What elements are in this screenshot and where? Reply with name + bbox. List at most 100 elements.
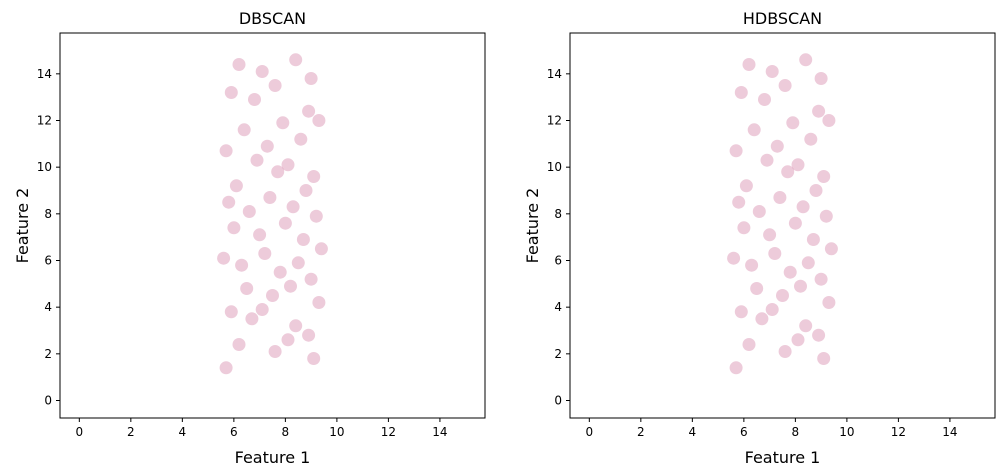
data-point — [788, 216, 802, 230]
data-point — [237, 123, 251, 137]
chart-title: DBSCAN — [239, 9, 306, 28]
data-point — [786, 116, 800, 130]
data-point — [296, 233, 310, 246]
y-tick-label: 0 — [554, 394, 562, 408]
data-point — [273, 265, 287, 279]
y-tick-label: 10 — [547, 160, 562, 174]
data-point — [299, 184, 313, 197]
data-point — [765, 65, 779, 78]
data-point — [814, 72, 828, 85]
points-layer — [727, 53, 838, 375]
y-tick-label: 4 — [554, 300, 562, 314]
data-point — [255, 65, 269, 78]
data-point — [229, 179, 243, 193]
data-point — [289, 319, 303, 333]
data-point — [276, 116, 290, 130]
data-point — [750, 282, 764, 295]
x-tick-label: 8 — [282, 425, 290, 439]
data-point — [727, 251, 741, 265]
y-tick-label: 12 — [547, 114, 562, 128]
y-tick-label: 0 — [44, 394, 52, 408]
data-point — [739, 179, 753, 193]
y-tick-label: 14 — [37, 67, 52, 81]
x-tick-label: 14 — [432, 425, 447, 439]
data-point — [286, 200, 300, 214]
data-point — [799, 53, 813, 67]
data-point — [224, 305, 238, 319]
data-point — [822, 296, 836, 309]
data-point — [747, 123, 761, 137]
data-point — [778, 79, 792, 92]
data-point — [232, 58, 246, 71]
data-point — [278, 216, 292, 230]
y-tick-label: 2 — [554, 347, 562, 361]
hdbscan-panel: HDBSCAN 0 2 4 6 8 10 12 14 0 2 4 6 8 10 12 14 Feature 1… — [523, 9, 996, 467]
x-axis-label: Feature 1 — [745, 448, 821, 467]
data-point — [240, 282, 254, 295]
data-point — [219, 144, 233, 158]
data-point — [763, 228, 777, 242]
data-point — [729, 144, 743, 158]
data-point — [819, 209, 833, 223]
x-tick-label: 2 — [637, 425, 645, 439]
data-point — [248, 93, 261, 106]
data-point — [734, 305, 748, 319]
x-tick-label: 0 — [585, 425, 593, 439]
data-point — [232, 338, 246, 351]
data-point — [304, 72, 318, 85]
data-point — [217, 251, 231, 265]
data-point — [776, 289, 789, 302]
data-point — [255, 303, 269, 316]
data-point — [307, 352, 321, 365]
data-point — [794, 279, 807, 293]
y-tick-label: 8 — [554, 207, 562, 221]
data-point — [742, 58, 756, 71]
plot-frame — [569, 32, 996, 419]
data-point — [281, 158, 295, 172]
data-point — [242, 205, 256, 218]
x-tick-label: 6 — [230, 425, 238, 439]
data-point — [812, 104, 826, 118]
data-point — [781, 165, 795, 179]
data-point — [302, 328, 316, 342]
y-axis-label: Feature 2 — [13, 188, 32, 264]
data-point — [263, 191, 277, 204]
data-point — [268, 79, 282, 92]
data-point — [745, 258, 759, 272]
data-point — [773, 191, 787, 204]
data-point — [266, 289, 279, 302]
data-point — [219, 361, 233, 375]
x-tick-label: 6 — [740, 425, 748, 439]
data-point — [758, 93, 771, 106]
data-point — [281, 333, 295, 347]
data-point — [778, 345, 792, 358]
data-point — [801, 256, 815, 270]
data-point — [235, 258, 249, 272]
data-point — [791, 158, 805, 172]
data-point — [817, 170, 831, 183]
data-point — [289, 53, 303, 67]
data-point — [824, 242, 838, 256]
data-point — [732, 195, 746, 209]
y-tick-label: 10 — [37, 160, 52, 174]
data-point — [796, 200, 810, 214]
data-point — [253, 228, 267, 242]
data-point — [817, 352, 831, 365]
y-axis-label: Feature 2 — [523, 188, 542, 264]
data-point — [770, 139, 784, 153]
data-point — [224, 86, 238, 99]
x-axis-label: Feature 1 — [235, 448, 311, 467]
data-point — [812, 328, 826, 342]
data-point — [804, 132, 818, 146]
plot-frame — [59, 32, 486, 419]
points-layer — [217, 53, 328, 375]
y-tick-label: 8 — [44, 207, 52, 221]
x-tick-label: 8 — [792, 425, 800, 439]
data-point — [245, 312, 259, 326]
data-point — [799, 319, 813, 333]
x-tick-label: 2 — [127, 425, 135, 439]
ticks-layer: 0 2 4 6 8 10 12 14 0 2 4 6 8 10 12 14 — [547, 67, 958, 439]
x-tick-label: 12 — [381, 425, 396, 439]
y-tick-label: 2 — [44, 347, 52, 361]
